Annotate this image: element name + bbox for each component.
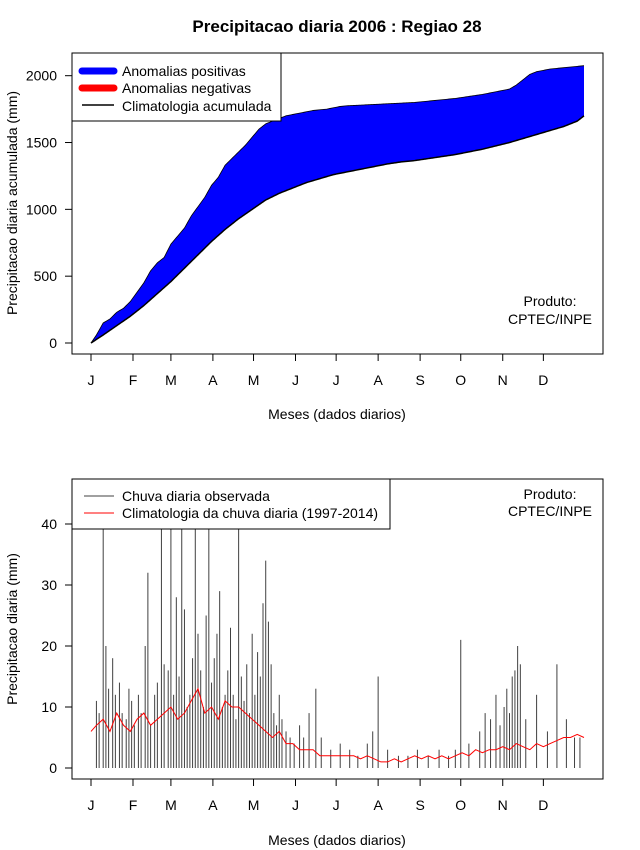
x-tick-label: A bbox=[373, 372, 383, 388]
legend-label-positive: Anomalias positivas bbox=[122, 63, 246, 79]
y-tick-label: 0 bbox=[49, 335, 57, 351]
x-tick-label: O bbox=[455, 797, 466, 813]
daily-climatology-polyline bbox=[90, 687, 585, 763]
y-tick-label: 10 bbox=[41, 699, 57, 715]
y-tick-label: 1500 bbox=[26, 135, 57, 151]
y-tick-label: 40 bbox=[41, 516, 57, 532]
legend-label-climatology: Climatologia acumulada bbox=[122, 98, 272, 114]
legend-label-observed: Chuva diaria observada bbox=[122, 488, 270, 504]
x-tick-label: J bbox=[88, 797, 95, 813]
x-tick-label: J bbox=[292, 797, 299, 813]
y-tick-label: 0 bbox=[49, 760, 57, 776]
x-tick-label: M bbox=[165, 372, 177, 388]
x-tick-label: D bbox=[538, 797, 548, 813]
y-tick-label: 30 bbox=[41, 577, 57, 593]
producer-label-bottom: Produto: bbox=[524, 486, 577, 502]
producer-org-bottom: CPTEC/INPE bbox=[508, 503, 592, 519]
cumulative-lines bbox=[90, 65, 585, 344]
observed-cumulative-line bbox=[90, 65, 585, 344]
cumulative-y-label: Precipitacao diaria acumulada (mm) bbox=[4, 91, 20, 315]
daily-y-axis: 0 10 20 30 40 bbox=[41, 516, 73, 776]
y-tick-label: 1000 bbox=[26, 201, 57, 217]
x-tick-label: J bbox=[333, 372, 340, 388]
daily-legend-box bbox=[71, 478, 391, 530]
x-tick-label: M bbox=[248, 372, 260, 388]
x-tick-label: J bbox=[333, 797, 340, 813]
x-tick-label: M bbox=[165, 797, 177, 813]
x-tick-label: F bbox=[129, 797, 138, 813]
cumulative-legend: Anomalias positivas Anomalias negativas … bbox=[71, 52, 282, 122]
x-tick-label: M bbox=[248, 797, 260, 813]
x-tick-label: N bbox=[498, 372, 508, 388]
legend-label-climatology-daily: Climatologia da chuva diaria (1997-2014) bbox=[122, 505, 378, 521]
cumulative-x-label: Meses (dados diarios) bbox=[268, 406, 406, 422]
x-tick-label: O bbox=[455, 372, 466, 388]
daily-climatology-line bbox=[90, 687, 585, 763]
x-tick-label: N bbox=[498, 797, 508, 813]
cumulative-y-axis: 0 500 1000 1500 2000 bbox=[26, 68, 73, 351]
climatology-cumulative-line bbox=[90, 115, 585, 344]
producer-org-top: CPTEC/INPE bbox=[508, 311, 592, 327]
x-tick-label: A bbox=[208, 372, 218, 388]
chart-title: Precipitacao diaria 2006 : Regiao 28 bbox=[192, 17, 481, 36]
cumulative-panel: 0 500 1000 1500 2000 J F M A M J J A S O N D Precipitac… bbox=[4, 52, 604, 422]
y-tick-label: 500 bbox=[34, 268, 58, 284]
x-tick-label: S bbox=[415, 372, 424, 388]
anomaly-fill-layer bbox=[91, 65, 584, 343]
x-tick-label: A bbox=[208, 797, 218, 813]
daily-x-label: Meses (dados diarios) bbox=[268, 832, 406, 848]
x-tick-label: J bbox=[292, 372, 299, 388]
x-tick-label: D bbox=[538, 372, 548, 388]
legend-label-negative: Anomalias negativas bbox=[122, 80, 251, 96]
daily-y-label: Precipitacao diaria (mm) bbox=[4, 553, 20, 705]
x-tick-label: F bbox=[129, 372, 138, 388]
y-tick-label: 2000 bbox=[26, 68, 57, 84]
positive-anomaly-area bbox=[91, 65, 584, 343]
x-tick-label: A bbox=[373, 797, 383, 813]
y-tick-label: 20 bbox=[41, 638, 57, 654]
daily-legend: Chuva diaria observada Climatologia da c… bbox=[71, 478, 391, 530]
producer-label-top: Produto: bbox=[524, 293, 577, 309]
x-tick-label: J bbox=[88, 372, 95, 388]
daily-panel: 0 10 20 30 40 J F M A M J J A S O N D Precipitacao diar… bbox=[4, 478, 604, 848]
x-tick-label: S bbox=[415, 797, 424, 813]
daily-bars bbox=[95, 524, 581, 768]
